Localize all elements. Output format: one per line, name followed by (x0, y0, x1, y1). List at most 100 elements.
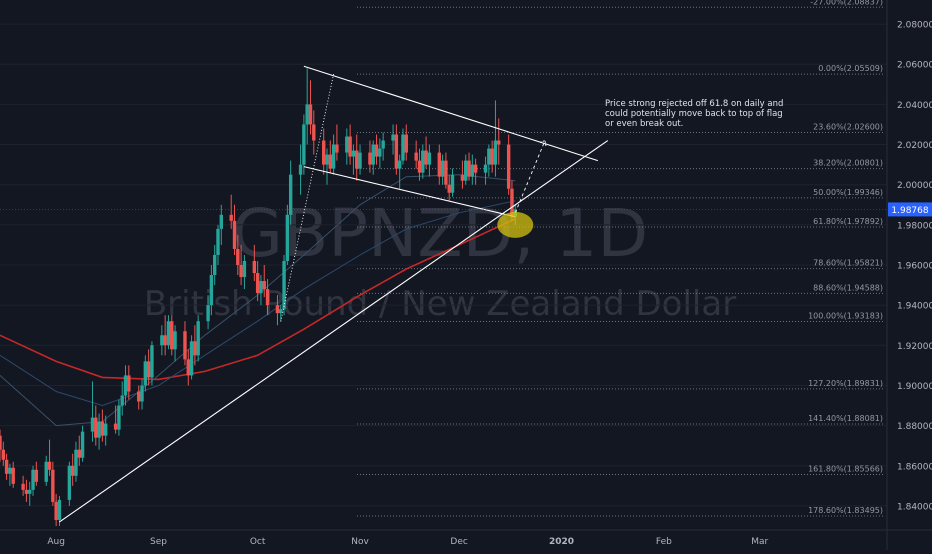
fib-label: 178.60%(1.83495) (808, 506, 883, 515)
candle-body (24, 489, 29, 494)
candle-body (54, 501, 58, 520)
candle-body (242, 260, 247, 278)
candle-body (70, 465, 75, 476)
fib-label: 88.60%(1.94588) (813, 283, 883, 292)
candle-body (31, 469, 35, 490)
candle-body (302, 124, 306, 165)
candle-body (275, 305, 280, 314)
candle-body (252, 260, 257, 274)
candle-body (424, 150, 428, 165)
candle-body (391, 134, 395, 141)
candle-body (282, 260, 286, 310)
candle-body (11, 467, 15, 484)
candle-body (298, 164, 303, 175)
candle-body (28, 489, 32, 494)
candle-body (444, 160, 448, 185)
moving-average-line (0, 218, 516, 381)
candle-body (490, 148, 494, 165)
x-tick-label: Feb (656, 537, 672, 547)
fib-label: -27.00%(2.08837) (810, 0, 883, 6)
candle-body (97, 421, 101, 438)
candle-body (212, 254, 217, 276)
annotation: Price strong rejected off 61.8 on daily … (605, 99, 783, 129)
x-tick-label: 2020 (549, 537, 574, 547)
x-tick-label: Mar (751, 537, 768, 547)
candle-body (239, 265, 243, 278)
candle-body (34, 469, 39, 482)
candle-body (219, 214, 224, 229)
candle-body (80, 431, 85, 458)
y-tick-label: 2.00000 (897, 181, 932, 191)
candle-body (345, 136, 349, 153)
watermark-name: British Pound / New Zealand Dollar (144, 284, 736, 324)
fib-label: 127.20%(1.89831) (808, 379, 883, 388)
candle-body (440, 160, 445, 177)
fib-anchor-line (280, 74, 335, 322)
y-tick-label: 1.94000 (897, 302, 932, 312)
candle-body (166, 321, 171, 346)
candle-body (216, 228, 220, 255)
candle-body (473, 164, 478, 173)
candle-body (113, 423, 118, 430)
flag-lower-line (303, 166, 516, 218)
candle-body (120, 395, 124, 406)
y-tick-label: 1.92000 (897, 342, 932, 352)
candle-body (183, 331, 187, 360)
current-price-badge (888, 202, 932, 217)
x-tick-label: Sep (150, 537, 167, 547)
candle-body (229, 214, 233, 221)
candle-body (262, 281, 266, 290)
candle-body (160, 335, 164, 346)
candle-body (374, 144, 379, 157)
candle-body (417, 160, 422, 173)
y-axis[interactable]: 1.84000 1.86000 1.88000 1.90000 1.92000 1.940… (897, 21, 932, 513)
candle-body (196, 321, 200, 356)
candle-body (450, 174, 455, 193)
candle-body (355, 150, 359, 169)
candle-body (21, 483, 25, 490)
candle-body (103, 423, 108, 436)
candle-body (209, 275, 214, 306)
candle-body (94, 417, 98, 438)
moving-average-line (0, 200, 516, 407)
ascending-support-line (59, 140, 609, 523)
candle-body (57, 499, 62, 520)
watermark: GBPNZD, 1D British Pound / New Zealand D… (144, 195, 736, 324)
candle-body (173, 331, 177, 350)
candle-body (371, 144, 375, 165)
candle-body (123, 375, 128, 396)
candle-body (381, 140, 385, 149)
current-price-tag: 1.98768 (0, 202, 932, 217)
candle-body (506, 144, 511, 189)
candle-body (77, 449, 81, 458)
fib-label: 141.40%(1.88081) (808, 414, 883, 423)
candle-body (8, 467, 12, 474)
candle-body (47, 461, 52, 470)
candle-body (127, 375, 131, 392)
candle-body (493, 140, 498, 165)
candle-body (421, 150, 425, 173)
candle-body (259, 281, 263, 294)
candle-body (487, 148, 491, 165)
candle-body (137, 391, 141, 402)
x-tick-label: Dec (450, 537, 467, 547)
candle-body (143, 361, 148, 386)
candle-body (4, 459, 9, 474)
y-tick-label: 1.88000 (897, 422, 932, 432)
candle-body (368, 152, 372, 165)
candle-body (90, 417, 95, 432)
fib-label: 78.60%(1.95821) (813, 259, 883, 268)
annotation-line: or even break out. (605, 119, 683, 129)
fibonacci-levels: -27.00%(2.08837) 0.00%(2.05509) 23.60%(2.0… (357, 0, 883, 517)
x-axis[interactable]: Aug Sep Oct Nov Dec 2020 Feb Mar (47, 537, 768, 547)
y-tick-label: 2.06000 (897, 61, 932, 71)
watermark-symbol: GBPNZD, 1D (232, 195, 648, 272)
candle-body (51, 469, 55, 502)
candle-body (335, 144, 339, 153)
y-tick-label: 1.86000 (897, 462, 932, 472)
candle-body (401, 134, 405, 161)
fib-label: 23.60%(2.02600) (813, 123, 883, 132)
